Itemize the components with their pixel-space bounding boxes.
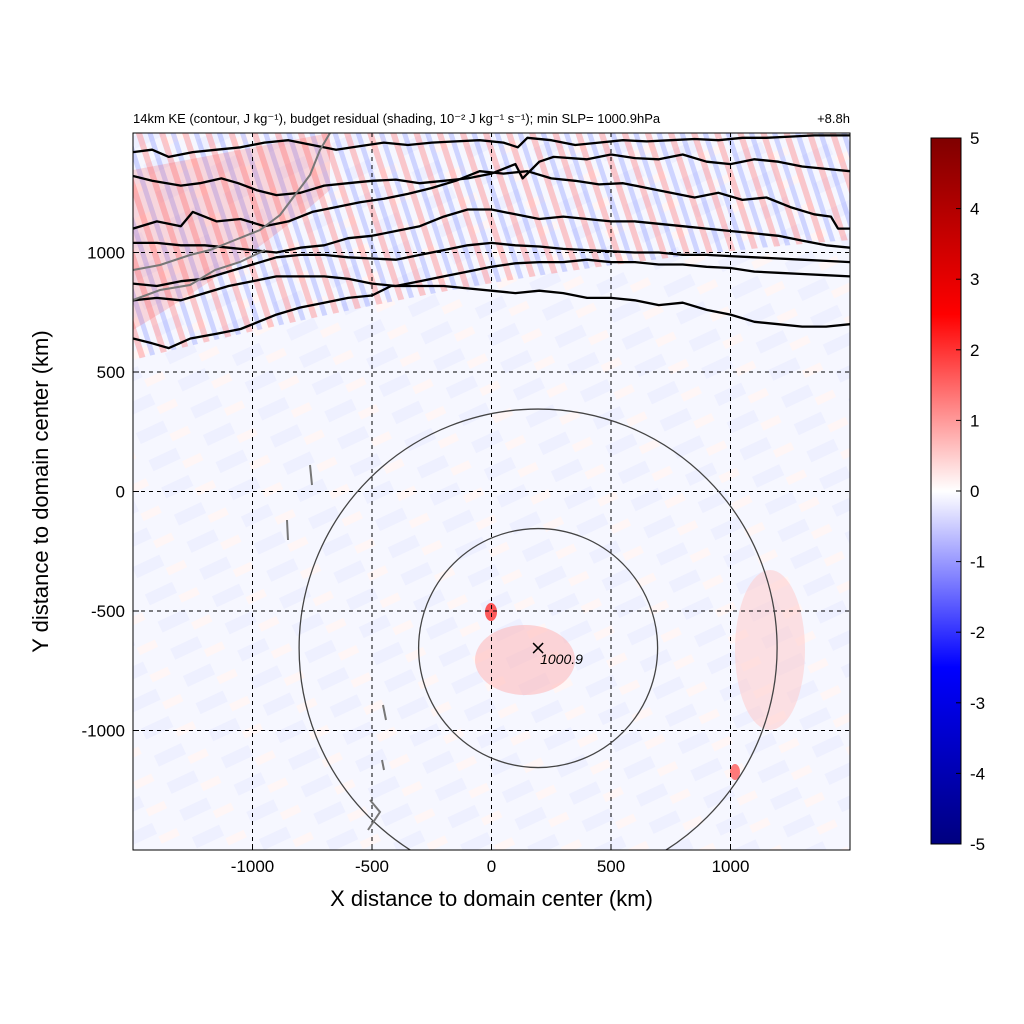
ke-contour-6 [133, 153, 850, 197]
coastline-japan [133, 133, 331, 271]
storm-center-label: 1000.9 [540, 651, 583, 667]
colorbar-tick-label: -1 [970, 553, 985, 572]
ke-contour-4 [133, 208, 850, 254]
ke-contour-7 [133, 134, 850, 159]
x-tick-label: -500 [355, 857, 389, 876]
storm-center: 1000.9 [532, 642, 583, 667]
x-tick-label: 500 [597, 857, 625, 876]
colorbar-tick-label: 0 [970, 482, 979, 501]
ke-contour-3 [133, 241, 850, 288]
shading-east-spot [730, 764, 740, 780]
colorbar-tick-label: 2 [970, 341, 979, 360]
storm-center-marker [532, 642, 544, 654]
colorbar-tick-label: -2 [970, 623, 985, 642]
x-tick-label: -1000 [231, 857, 274, 876]
time-label: +8.8h [817, 111, 850, 126]
x-axis-ticks: -1000 -500 0 500 1000 [231, 844, 750, 876]
colorbar-tick-label: 3 [970, 270, 979, 289]
x-axis-label: X distance to domain center (km) [330, 886, 653, 911]
range-circles [298, 408, 778, 850]
coastline [133, 133, 387, 831]
y-tick-label: -1000 [82, 722, 125, 741]
coastline-islands [286, 464, 387, 831]
ke-contour-5 [133, 170, 850, 230]
colorbar-tick-label: -5 [970, 835, 985, 854]
y-tick-label: -500 [91, 602, 125, 621]
y-axis-label: Y distance to domain center (km) [28, 330, 53, 652]
colorbar-tick-label: 5 [970, 129, 979, 148]
colorbar-tick-label: -4 [970, 764, 985, 783]
shading-east-patch [735, 570, 805, 730]
colorbar-ticks: 5 4 3 2 1 0 -1 -2 -3 -4 -5 [956, 129, 985, 854]
colorbar-tick-label: 1 [970, 411, 979, 430]
coastline-korea [133, 249, 266, 301]
chart-title: 14km KE (contour, J kg⁻¹), budget residu… [133, 111, 661, 126]
ke-contour-1 [133, 284, 850, 350]
y-axis-ticks: -1000 -500 0 500 1000 [82, 244, 139, 741]
colorbar-tick-label: 4 [970, 200, 979, 219]
y-tick-label: 1000 [87, 244, 125, 263]
y-tick-label: 0 [116, 483, 125, 502]
range-circle-500km [417, 527, 659, 769]
shading-storm-spot [485, 603, 497, 621]
shading-storm-core [475, 625, 575, 695]
y-tick-label: 500 [97, 363, 125, 382]
ke-contours [133, 134, 850, 350]
colorbar-tick-label: -3 [970, 694, 985, 713]
ke-contour-2 [133, 258, 850, 302]
range-circle-1000km [298, 408, 778, 850]
x-tick-label: 0 [487, 857, 496, 876]
colorbar: 5 4 3 2 1 0 -1 -2 -3 -4 -5 [930, 129, 985, 854]
x-tick-label: 1000 [712, 857, 750, 876]
